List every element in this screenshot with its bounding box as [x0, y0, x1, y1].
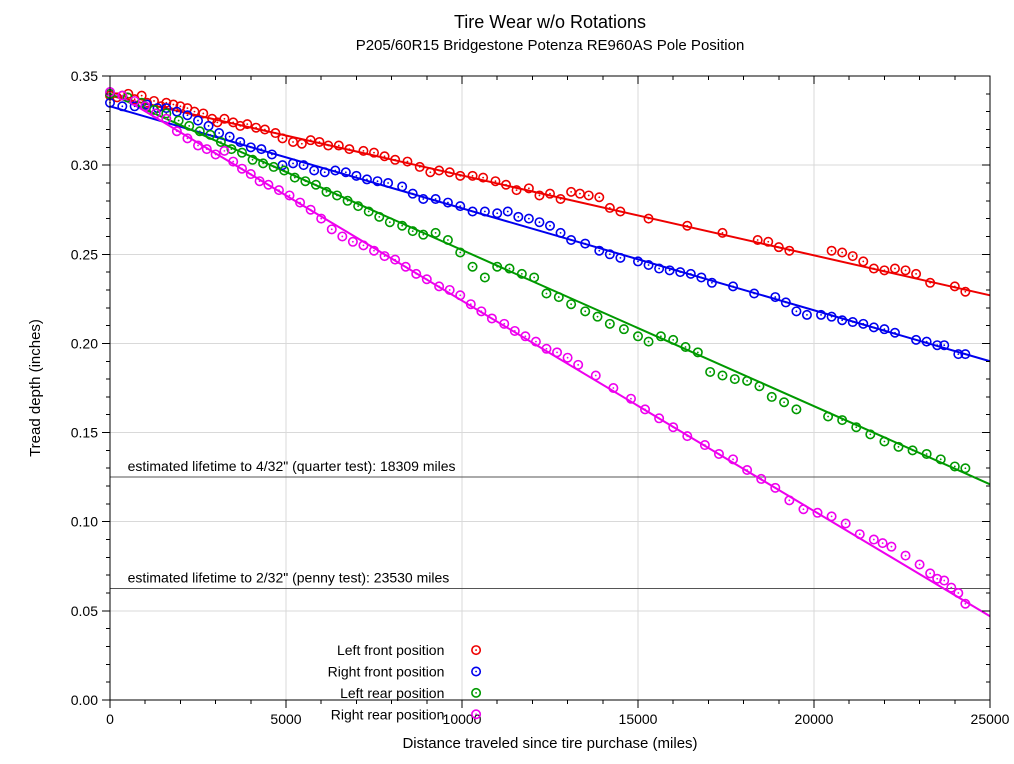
annotation-label: estimated lifetime to 2/32" (penny test)… [128, 570, 450, 586]
legend-marker-dot-icon [475, 713, 477, 715]
legend-label: Left rear position [340, 685, 444, 701]
y-axis-label: Tread depth (inches) [27, 319, 44, 457]
legend-marker-dot-icon [475, 692, 477, 694]
x-tick-label: 20000 [795, 711, 834, 727]
y-tick-label: 0.30 [71, 157, 98, 173]
x-axis-label: Distance traveled since tire purchase (m… [402, 735, 697, 752]
x-tick-label: 5000 [270, 711, 301, 727]
x-tick-label: 25000 [971, 711, 1010, 727]
y-tick-label: 0.15 [71, 425, 98, 441]
y-tick-label: 0.00 [71, 692, 98, 708]
annotation-label: estimated lifetime to 4/32" (quarter tes… [128, 458, 456, 474]
chart-subtitle: P205/60R15 Bridgestone Potenza RE960AS P… [356, 37, 745, 54]
legend-label: Right front position [328, 663, 445, 679]
y-tick-label: 0.25 [71, 246, 98, 262]
y-tick-label: 0.10 [71, 514, 98, 530]
tire-wear-chart: estimated lifetime to 4/32" (quarter tes… [0, 0, 1014, 764]
x-tick-label: 0 [106, 711, 114, 727]
y-tick-label: 0.35 [71, 68, 98, 84]
legend-label: Right rear position [331, 706, 445, 722]
x-tick-label: 15000 [619, 711, 658, 727]
y-tick-label: 0.05 [71, 603, 98, 619]
y-tick-label: 0.20 [71, 335, 98, 351]
legend-label: Left front position [337, 642, 444, 658]
legend-marker-dot-icon [475, 671, 477, 673]
chart-title: Tire Wear w/o Rotations [454, 12, 646, 32]
legend-marker-dot-icon [475, 649, 477, 651]
